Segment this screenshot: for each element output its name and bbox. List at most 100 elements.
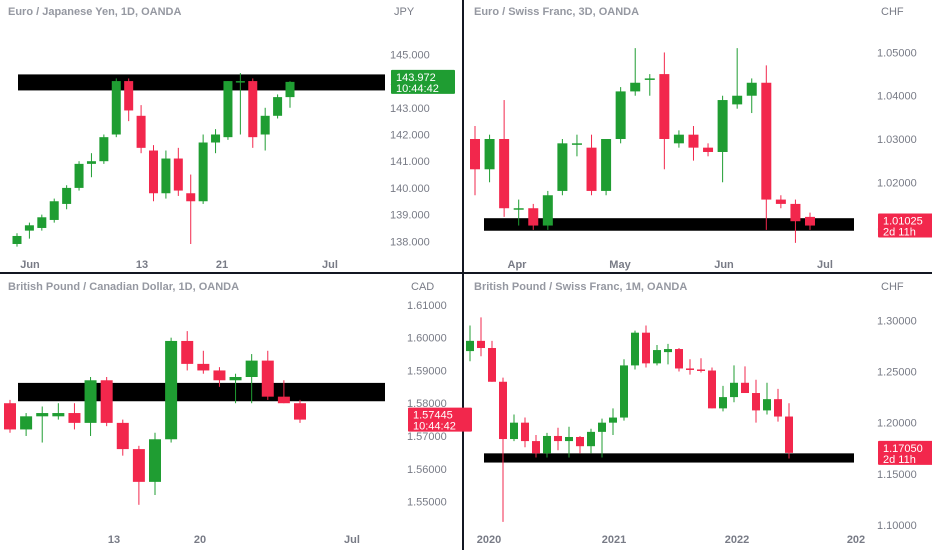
candle-body [211, 134, 221, 143]
price-badge-value: 1.01025 [883, 216, 923, 228]
candle-body [49, 201, 59, 220]
y-tick-label: 139.000 [390, 210, 430, 222]
candle-body [100, 380, 113, 423]
currency-label: CHF [881, 281, 904, 293]
candle-body [528, 208, 539, 226]
y-tick-label: 142.000 [390, 129, 430, 141]
y-tick-label: 1.58000 [407, 398, 447, 410]
y-tick-label: 1.59000 [407, 365, 447, 377]
price-badge-value: 1.17050 [883, 443, 923, 455]
horizontal-zone [18, 382, 385, 402]
candle-body [703, 147, 714, 152]
candle-body [36, 413, 49, 417]
x-tick-label: 2022 [725, 534, 749, 546]
candle-body [277, 396, 290, 404]
candle-body [186, 193, 196, 202]
candle-body [752, 393, 760, 411]
y-tick-label: 1.04000 [877, 91, 917, 103]
x-tick-label: 2021 [602, 534, 626, 546]
candle-body [161, 158, 171, 194]
horizontal-zone [484, 453, 854, 463]
x-tick-label: May [609, 259, 631, 271]
currency-label: CHF [881, 6, 904, 18]
candle-body [488, 348, 496, 382]
candle-body [761, 82, 772, 200]
candle-body [484, 139, 495, 170]
candle-body [198, 142, 208, 202]
y-tick-label: 141.000 [390, 156, 430, 168]
candle-body [84, 380, 97, 423]
candle-body [659, 74, 670, 139]
x-tick-label: Apr [508, 259, 528, 271]
x-tick-label: 21 [216, 259, 228, 271]
candle-body [774, 399, 782, 417]
candle-body [746, 82, 757, 96]
y-tick-label: 1.15000 [877, 469, 917, 481]
chart-panel-4: British Pound / Swiss Franc, 1M, OANDA CH… [466, 281, 932, 546]
x-tick-label: Jul [817, 259, 833, 271]
candle-body [165, 340, 178, 440]
candle-body [565, 436, 573, 442]
y-tick-label: 1.56000 [407, 464, 447, 476]
price-badge-countdown: 2d 11h [883, 227, 916, 239]
chart-title: Euro / Swiss Franc, 3D, OANDA [474, 6, 639, 18]
candle-body [20, 416, 33, 430]
candle-body [763, 399, 771, 411]
y-tick-label: 1.30000 [877, 315, 917, 327]
candle-body [542, 195, 553, 226]
candle-body [543, 435, 551, 454]
candle-body [124, 81, 134, 111]
x-tick-label: 202 [847, 534, 865, 546]
candle-body [601, 139, 612, 191]
y-tick-label: 138.000 [390, 236, 430, 248]
y-tick-label: 1.60000 [407, 333, 447, 345]
y-tick-label: 1.25000 [877, 367, 917, 379]
candle-body [149, 150, 158, 194]
candle-body [741, 382, 749, 394]
candle-body [248, 81, 258, 138]
candle-body [609, 417, 617, 423]
candle-body [521, 422, 529, 442]
candle-body [116, 422, 129, 450]
candle-body [52, 413, 65, 417]
candle-body [477, 340, 485, 349]
price-badge [878, 440, 932, 465]
y-tick-label: 145.000 [390, 49, 430, 61]
candle-body [510, 422, 518, 440]
candle-body [688, 134, 699, 148]
x-tick-label: 13 [136, 259, 148, 271]
candle-body [675, 349, 683, 369]
candle-body [631, 332, 639, 366]
candle-body [673, 134, 684, 144]
candle-body [587, 431, 595, 447]
x-tick-label: 13 [108, 534, 120, 546]
y-tick-label: 1.20000 [877, 418, 917, 430]
candle-body [732, 95, 743, 105]
chart-title: British Pound / Swiss Franc, 1M, OANDA [474, 281, 687, 293]
candle-body [12, 235, 22, 244]
price-badge [391, 69, 455, 94]
candle-body [235, 81, 245, 83]
y-tick-label: 1.10000 [877, 520, 917, 532]
candle-body [181, 340, 194, 364]
chart-panel-2: Euro / Swiss Franc, 3D, OANDACHF1.010001… [470, 6, 932, 271]
candle-body [466, 340, 474, 352]
candle-body [74, 163, 84, 188]
candle-body [620, 365, 628, 418]
x-tick-label: Jul [344, 534, 360, 546]
candle-body [615, 91, 626, 139]
candle-body [805, 216, 815, 226]
candle-body [630, 82, 641, 92]
candle-body [598, 422, 606, 432]
price-badge-countdown: 2d 11h [883, 454, 916, 466]
candle-body [62, 187, 72, 204]
candle-body [642, 332, 650, 364]
x-tick-label: Jun [714, 259, 734, 271]
x-tick-label: Jun [20, 259, 40, 271]
currency-label: JPY [394, 6, 415, 18]
price-badge [878, 213, 932, 238]
candle-body [708, 370, 716, 409]
candle-body [644, 78, 655, 80]
price-badge-countdown: 10:44:42 [396, 83, 439, 95]
